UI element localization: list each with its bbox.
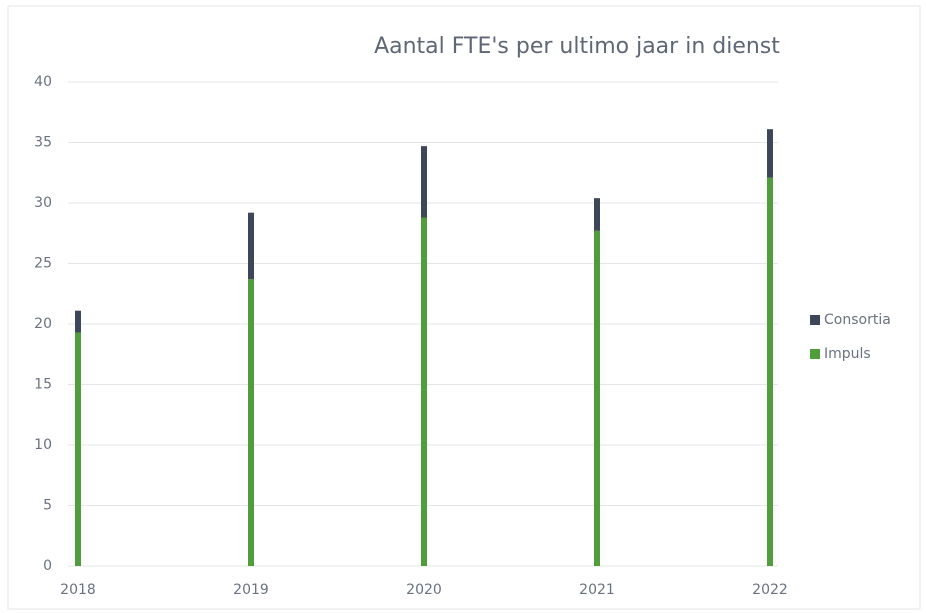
chart-title: Aantal FTE's per ultimo jaar in dienst	[374, 34, 780, 59]
y-tick-label: 0	[43, 558, 52, 574]
x-tick-label: 2019	[233, 582, 269, 598]
y-tick-label: 15	[34, 377, 52, 393]
y-tick-label: 5	[43, 498, 52, 514]
x-tick-label: 2022	[752, 582, 788, 598]
y-tick-label: 20	[34, 316, 52, 332]
bar-segment	[594, 230, 600, 566]
bar-segment	[421, 146, 427, 218]
bar-segment	[75, 332, 81, 566]
y-tick-label: 40	[34, 74, 52, 90]
x-tick-label: 2021	[579, 582, 615, 598]
y-tick-label: 30	[34, 195, 52, 211]
bar-segment	[421, 217, 427, 566]
legend-label: Consortia	[824, 312, 891, 328]
bar-segment	[767, 129, 773, 178]
legend-swatch	[810, 315, 820, 325]
bar-segment	[75, 310, 81, 333]
chart-frame	[7, 5, 921, 610]
x-tick-label: 2020	[406, 582, 442, 598]
bar-segment	[594, 198, 600, 231]
x-tick-label: 2018	[60, 582, 96, 598]
y-tick-label: 10	[34, 437, 52, 453]
legend-swatch	[810, 349, 820, 359]
bar-segment	[248, 212, 254, 280]
legend-label: Impuls	[824, 346, 871, 362]
y-tick-label: 25	[34, 256, 52, 272]
bar-segment	[248, 279, 254, 566]
bar-segment	[767, 177, 773, 566]
y-tick-label: 35	[34, 135, 52, 151]
